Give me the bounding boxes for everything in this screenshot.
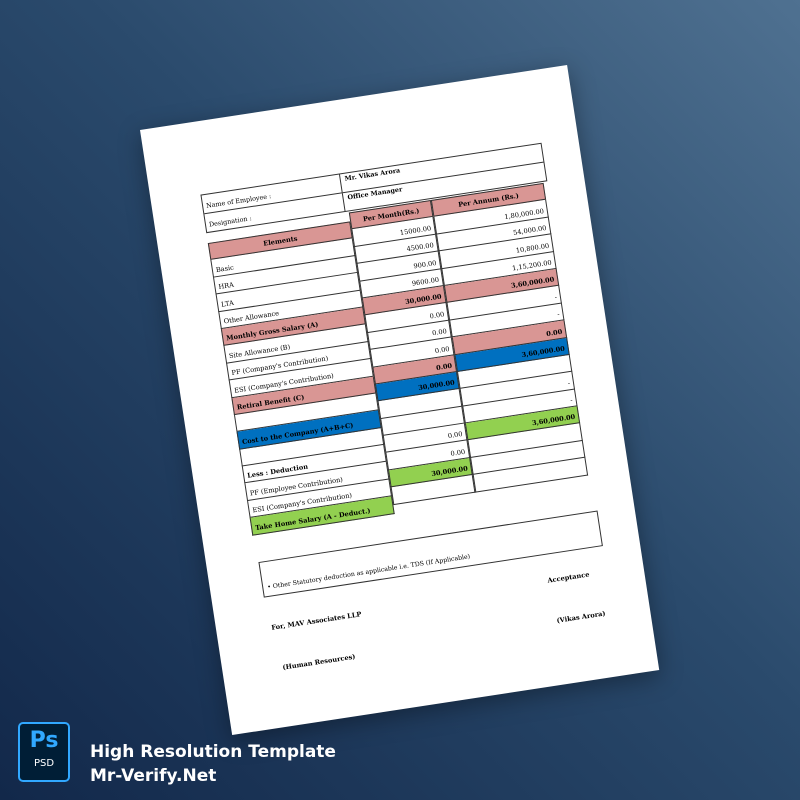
brand-text: High Resolution Template Mr-Verify.Net bbox=[90, 740, 336, 788]
acceptance-label: Acceptance bbox=[546, 570, 590, 585]
photoshop-psd-icon: Ps PSD bbox=[18, 722, 70, 782]
company-signatory: For, MAV Associates LLP bbox=[270, 610, 362, 632]
salary-table: Elements Basic HRA LTA Other Allowance Month… bbox=[207, 182, 590, 536]
ps-text: Ps bbox=[29, 728, 59, 753]
hr-signature: (Human Resources) bbox=[281, 652, 356, 672]
salary-document: Name of Employee : Mr. Vikas Arora Desig… bbox=[140, 64, 660, 736]
brand-line-2: Mr-Verify.Net bbox=[90, 766, 217, 786]
brand-line-1: High Resolution Template bbox=[90, 742, 336, 762]
psd-text: PSD bbox=[33, 758, 55, 769]
employee-signature: (Vikas Arora) bbox=[556, 609, 607, 625]
